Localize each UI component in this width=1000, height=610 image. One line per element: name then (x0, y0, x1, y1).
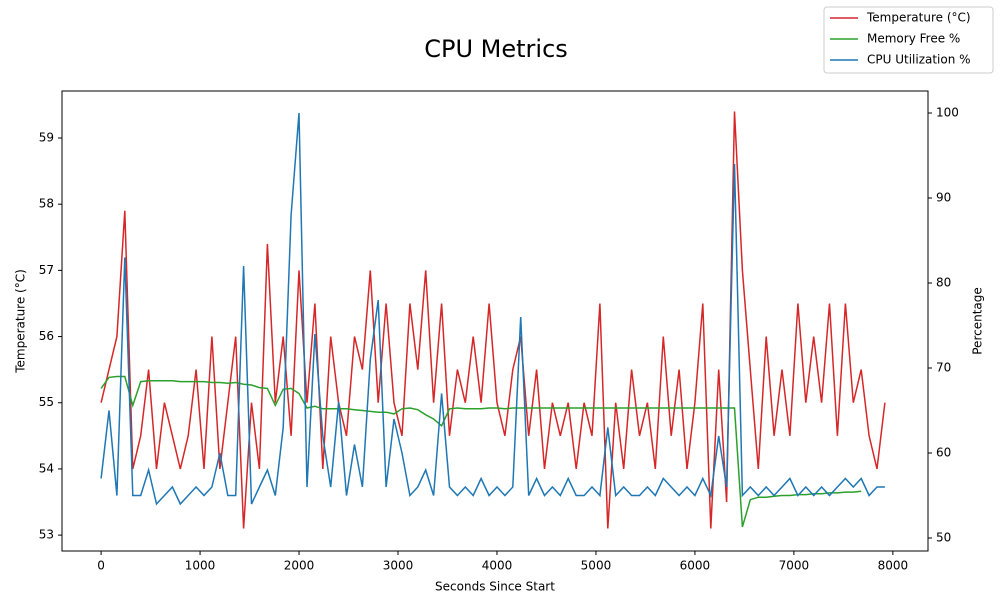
y-tick-label: 58 (39, 197, 54, 211)
y-tick-label: 56 (39, 329, 54, 343)
y-axis-label: Temperature (°C) (14, 269, 28, 374)
x-tick-label: 7000 (779, 559, 810, 573)
x-tick-label: 2000 (284, 559, 315, 573)
x-tick-label: 8000 (878, 559, 909, 573)
plot-frame (61, 90, 929, 552)
y2-tick-label: 70 (936, 361, 951, 375)
legend-box (823, 6, 994, 74)
chart-title: CPU Metrics (424, 35, 568, 63)
y2-tick-label: 60 (936, 445, 951, 459)
y-tick-label: 59 (39, 130, 54, 144)
y2-tick-label: 100 (936, 106, 959, 120)
y-tick-label: 53 (39, 528, 54, 542)
x-tick-label: 5000 (581, 559, 612, 573)
series-line (100, 375, 862, 528)
y-tick-label: 57 (39, 263, 54, 277)
y2-tick-label: 80 (936, 276, 951, 290)
x-axis-label: Seconds Since Start (435, 580, 555, 594)
y-tick-label: 55 (39, 395, 54, 409)
y2-tick-label: 90 (936, 191, 951, 205)
y-tick-label: 54 (39, 461, 54, 475)
series-line (100, 112, 885, 506)
x-tick-label: 3000 (383, 559, 414, 573)
x-tick-label: 1000 (185, 559, 216, 573)
legend-label: Temperature (°C) (866, 11, 971, 25)
legend-label: CPU Utilization % (867, 53, 971, 67)
x-tick-label: 4000 (482, 559, 513, 573)
y2-axis-label: Percentage (971, 287, 985, 355)
x-tick-label: 6000 (680, 559, 711, 573)
series-line (100, 111, 886, 529)
x-tick-label: 0 (97, 559, 105, 573)
y2-tick-label: 50 (936, 530, 951, 544)
legend-label: Memory Free % (867, 32, 960, 46)
